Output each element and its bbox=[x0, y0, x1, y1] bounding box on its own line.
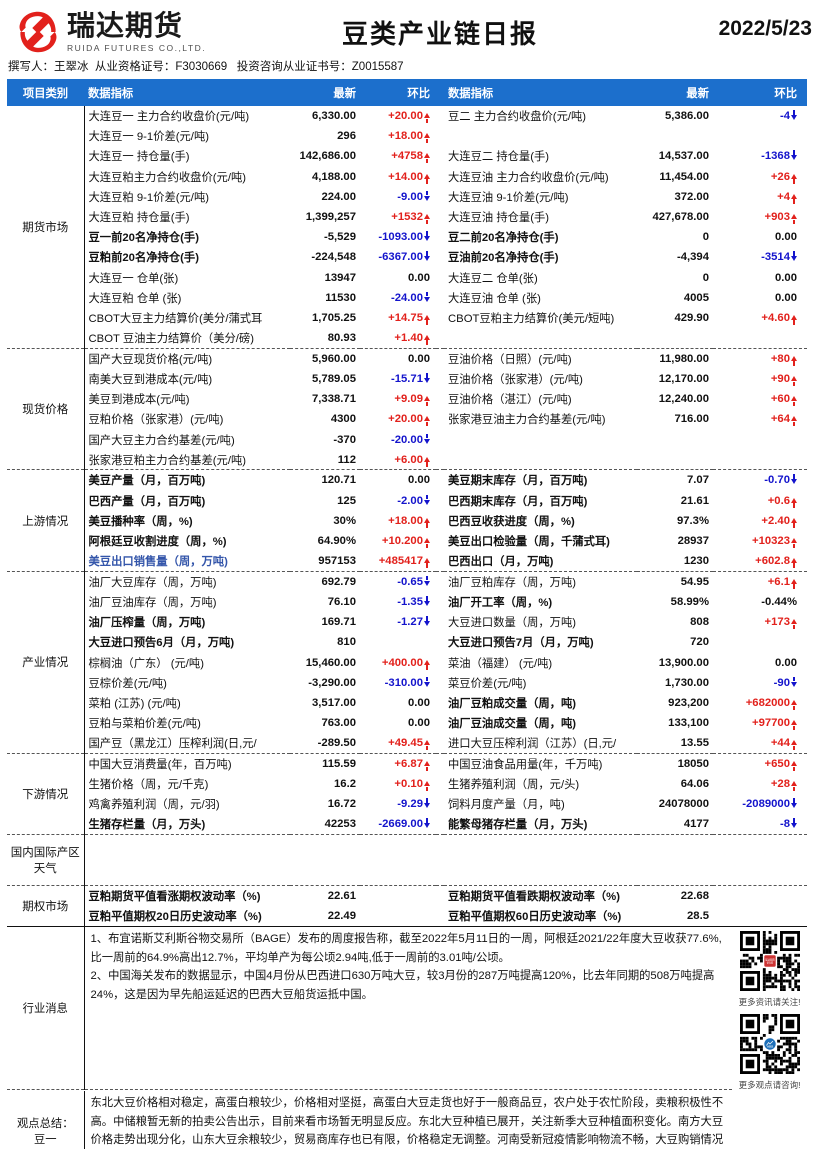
svg-text:ADS: ADS bbox=[766, 1045, 772, 1049]
svg-text:瑞达期货: 瑞达期货 bbox=[765, 957, 775, 961]
